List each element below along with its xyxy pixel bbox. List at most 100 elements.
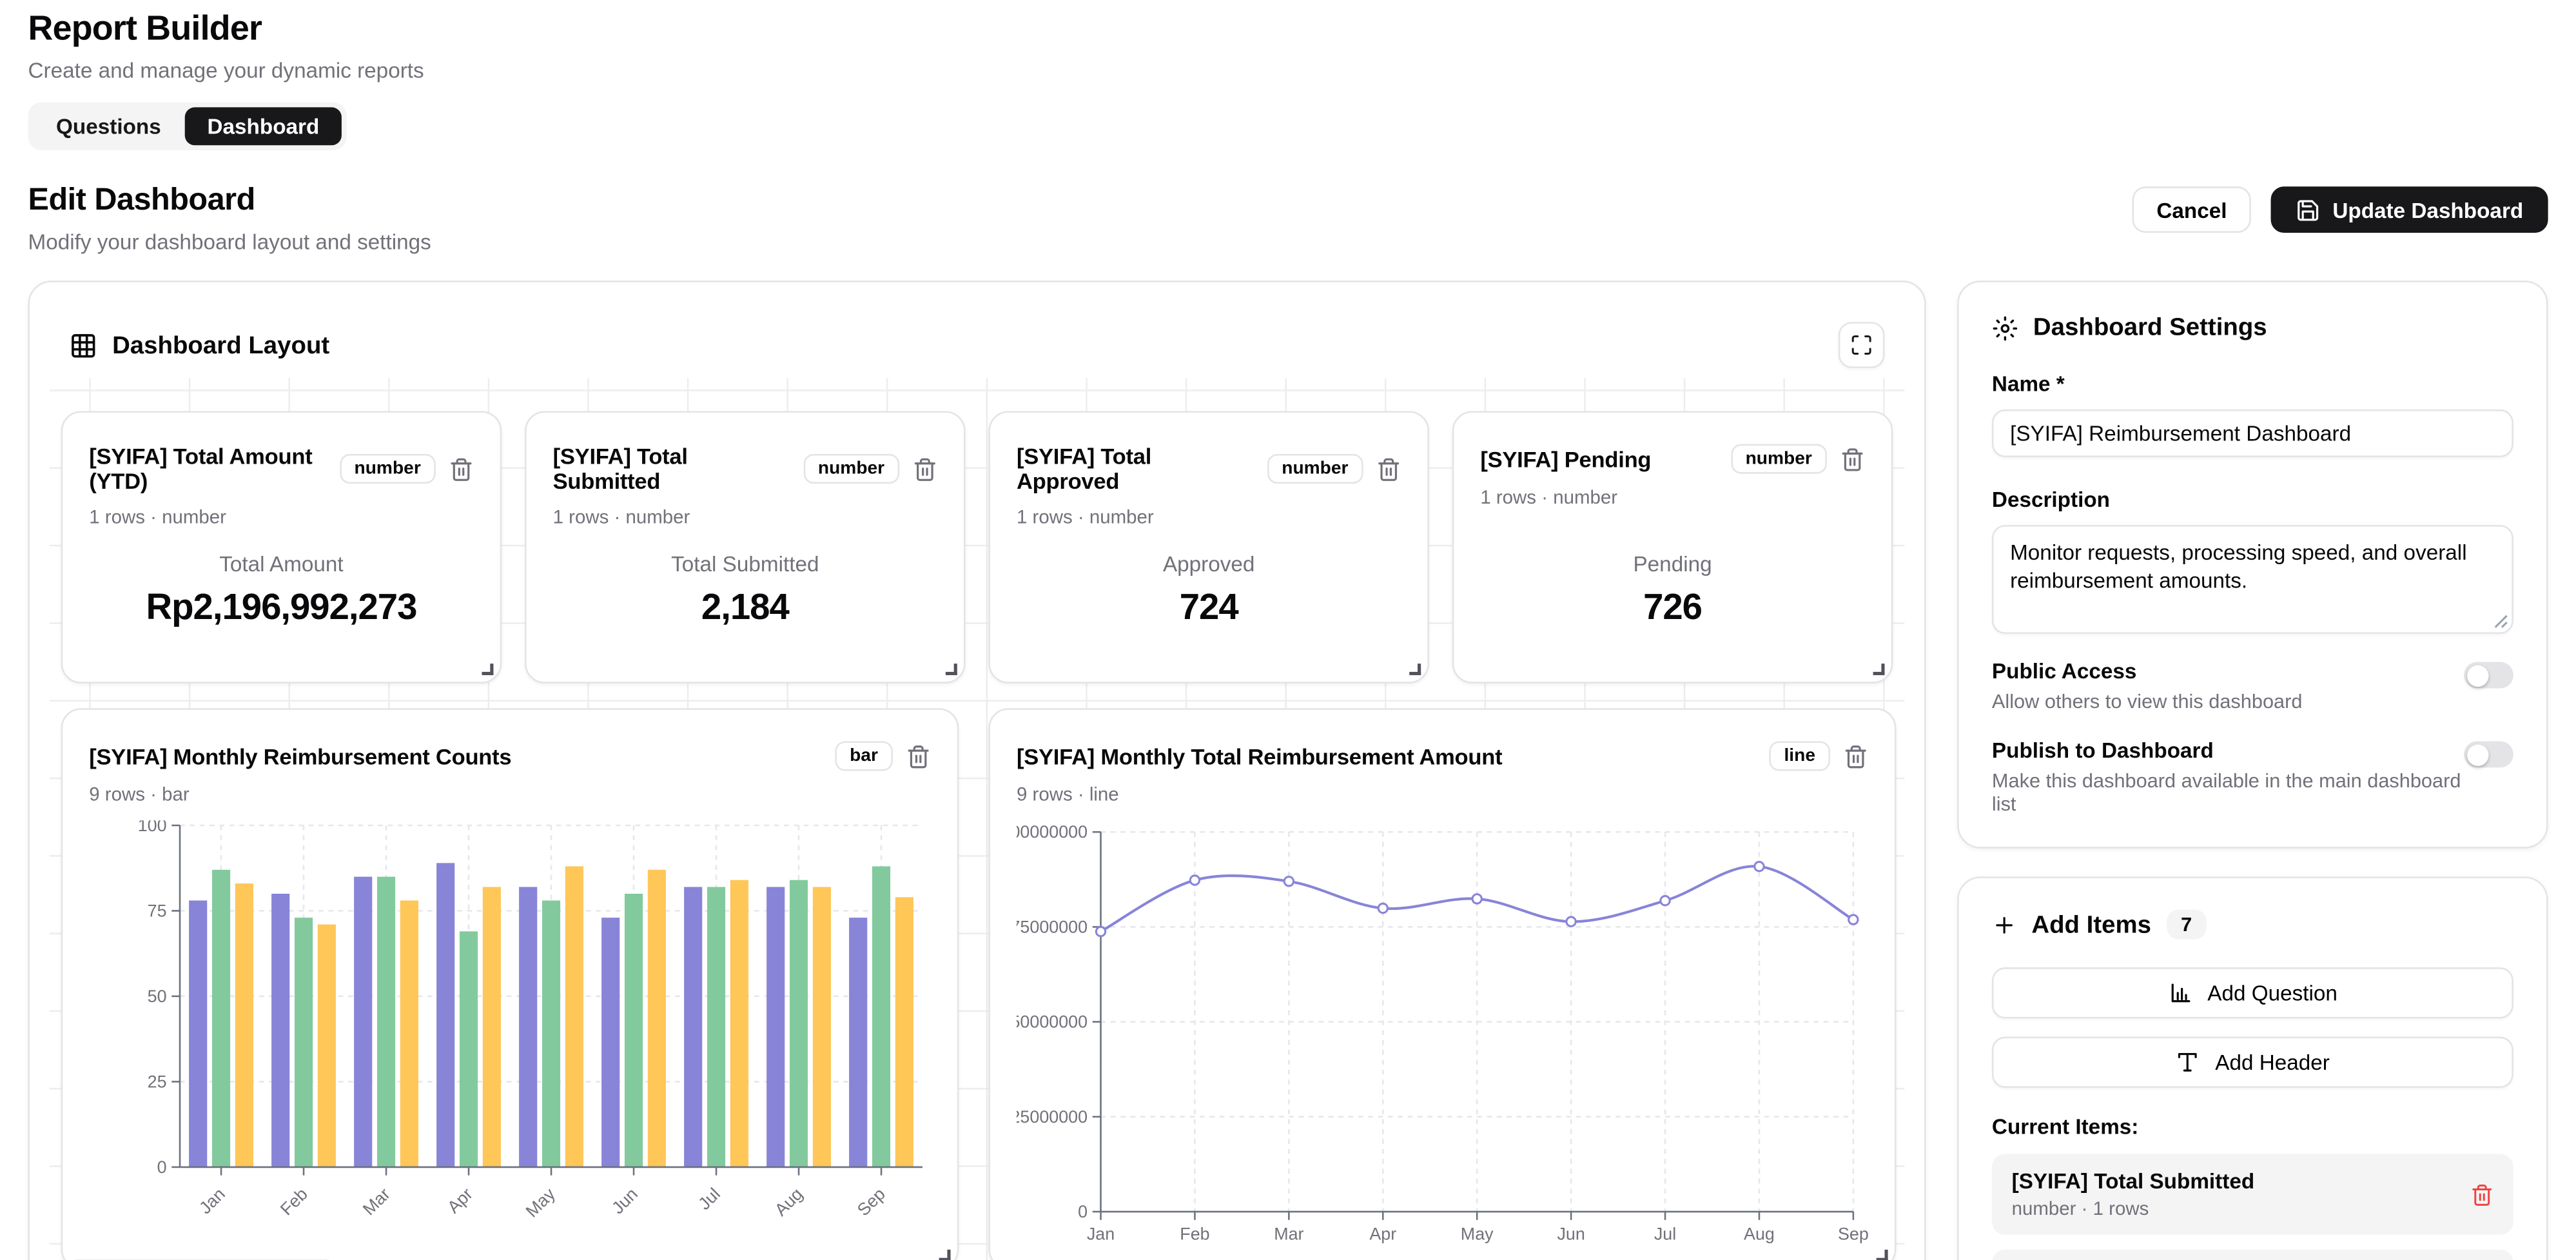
public-access-label: Public Access xyxy=(1991,658,2137,684)
stat-value: 724 xyxy=(1179,586,1239,627)
card-meta: 1 rows · number xyxy=(1016,508,1154,529)
stat-card-total-submitted[interactable]: [SYIFA] Total Submitted number 1 rows · … xyxy=(525,411,966,684)
svg-text:100000000: 100000000 xyxy=(1017,822,1088,842)
charts-row: [SYIFA] Monthly Reimbursement Counts bar… xyxy=(61,708,1897,1260)
add-question-button[interactable]: Add Question xyxy=(1991,967,2513,1019)
current-items-label: Current Items: xyxy=(1991,1114,2139,1139)
stat-card-pending[interactable]: [SYIFA] Pending number 1 rows · number P… xyxy=(1452,411,1893,684)
svg-text:Jul: Jul xyxy=(1654,1225,1676,1244)
edit-actions: Cancel Update Dashboard xyxy=(2131,186,2548,233)
svg-text:Mar: Mar xyxy=(1274,1225,1303,1244)
svg-text:0: 0 xyxy=(1078,1202,1088,1221)
grid-icon xyxy=(70,331,98,359)
tab-dashboard[interactable]: Dashboard xyxy=(184,107,343,146)
publish-toggle[interactable] xyxy=(2464,741,2513,768)
save-icon xyxy=(2296,197,2321,222)
name-input[interactable] xyxy=(1991,409,2513,458)
edit-header-row: Edit Dashboard Modify your dashboard lay… xyxy=(28,183,2548,254)
card-meta: 1 rows · number xyxy=(89,508,226,529)
card-title: [SYIFA] Total Approved xyxy=(1016,444,1152,494)
svg-text:Feb: Feb xyxy=(277,1184,311,1219)
resize-handle[interactable] xyxy=(1876,1249,1888,1260)
delete-card-icon[interactable] xyxy=(1376,457,1401,481)
description-textarea[interactable]: Monitor requests, processing speed, and … xyxy=(1991,525,2513,635)
items-count-badge: 7 xyxy=(2166,909,2207,940)
svg-text:75: 75 xyxy=(148,901,167,920)
current-item[interactable]: [SYIFA] Total Submitted number · 1 rows xyxy=(1991,1154,2513,1235)
public-access-toggle[interactable] xyxy=(2464,662,2513,689)
stat-card-total-amount[interactable]: [SYIFA] Total Amount (YTD) number 1 rows… xyxy=(61,411,502,684)
tab-questions[interactable]: Questions xyxy=(56,113,161,139)
item-title: [SYIFA] Total Submitted xyxy=(2011,1168,2255,1194)
resize-handle[interactable] xyxy=(1873,664,1885,676)
resize-handle[interactable] xyxy=(939,1249,951,1260)
type-badge: number xyxy=(1267,454,1363,484)
add-question-label: Add Question xyxy=(2207,980,2337,1006)
tab-bar: Questions Dashboard xyxy=(28,102,347,150)
delete-card-icon[interactable] xyxy=(906,743,930,768)
type-badge: number xyxy=(1730,444,1827,474)
monthly-amount-line-chart: 0 25000000 50000000 75000000 100000000 Jan Feb… xyxy=(1017,822,1869,1244)
svg-text:Apr: Apr xyxy=(1369,1225,1396,1244)
add-header-label: Add Header xyxy=(2215,1050,2330,1075)
chart-title: [SYIFA] Monthly Total Reimbursement Amou… xyxy=(1016,743,1503,769)
line-chart-card[interactable]: [SYIFA] Monthly Total Reimbursement Amou… xyxy=(988,708,1897,1260)
layout-panel-title: Dashboard Layout xyxy=(112,331,330,359)
delete-card-icon[interactable] xyxy=(1840,446,1864,471)
svg-text:Jul: Jul xyxy=(694,1184,724,1214)
publish-hint: Make this dashboard available in the mai… xyxy=(1991,769,2461,816)
svg-text:Aug: Aug xyxy=(1744,1225,1775,1244)
add-items-panel: Add Items 7 Add Question Add Header Curr… xyxy=(1957,876,2548,1260)
stat-card-total-approved[interactable]: [SYIFA] Total Approved number 1 rows · n… xyxy=(988,411,1429,684)
public-access-row: Public Access Allow others to view this … xyxy=(1992,658,2513,713)
settings-panel-title: Dashboard Settings xyxy=(2033,313,2267,342)
update-dashboard-button[interactable]: Update Dashboard xyxy=(2271,186,2548,233)
dashboard-settings-panel: Dashboard Settings Name * Description Mo… xyxy=(1957,281,2548,849)
add-header-button[interactable]: Add Header xyxy=(1991,1036,2513,1088)
stat-cards-row: [SYIFA] Total Amount (YTD) number 1 rows… xyxy=(61,411,1893,684)
card-title: [SYIFA] Pending xyxy=(1480,446,1652,471)
svg-text:Mar: Mar xyxy=(359,1184,394,1219)
svg-text:Jun: Jun xyxy=(1557,1225,1585,1244)
resize-handle[interactable] xyxy=(482,664,494,676)
svg-text:Jan: Jan xyxy=(1087,1225,1115,1244)
sidebar: Dashboard Settings Name * Description Mo… xyxy=(1957,281,2548,1260)
type-badge: bar xyxy=(835,741,893,771)
delete-card-icon[interactable] xyxy=(913,457,937,481)
page-subtitle: Create and manage your dynamic reports xyxy=(28,57,424,83)
bar-chart-icon xyxy=(2168,981,2192,1005)
chart-meta: 9 rows · line xyxy=(1016,785,1119,806)
chart-title: [SYIFA] Monthly Reimbursement Counts xyxy=(89,743,512,769)
description-label: Description xyxy=(1991,487,2110,512)
maximize-icon xyxy=(1850,333,1873,357)
bar-chart-card[interactable]: [SYIFA] Monthly Reimbursement Counts bar… xyxy=(61,708,959,1260)
add-items-title: Add Items xyxy=(2031,910,2151,939)
svg-text:50000000: 50000000 xyxy=(1017,1012,1088,1032)
resize-handle[interactable] xyxy=(945,664,957,676)
svg-text:Sep: Sep xyxy=(854,1184,889,1219)
type-icon xyxy=(2176,1050,2200,1074)
content-row: Dashboard Layout [SYIFA] Total Amount (Y… xyxy=(28,281,2548,1260)
svg-text:May: May xyxy=(1461,1225,1494,1244)
stat-value: 2,184 xyxy=(701,586,790,627)
svg-text:0: 0 xyxy=(157,1157,167,1177)
layout-panel-header: Dashboard Layout xyxy=(61,313,1893,368)
edit-subtitle: Modify your dashboard layout and setting… xyxy=(28,229,431,255)
item-meta: number · 1 rows xyxy=(2011,1200,2149,1220)
remove-item-icon[interactable] xyxy=(2470,1183,2493,1206)
delete-card-icon[interactable] xyxy=(1844,743,1868,768)
stat-label: Approved xyxy=(1162,551,1255,576)
plus-icon xyxy=(1992,912,2016,936)
cancel-button[interactable]: Cancel xyxy=(2131,186,2252,233)
card-title: [SYIFA] Total Amount (YTD) xyxy=(89,444,313,494)
resize-handle[interactable] xyxy=(1409,664,1421,676)
public-access-hint: Allow others to view this dashboard xyxy=(1991,690,2303,713)
delete-card-icon[interactable] xyxy=(449,457,473,481)
expand-layout-button[interactable] xyxy=(1838,322,1885,368)
card-meta: 1 rows · number xyxy=(552,508,690,529)
svg-text:25: 25 xyxy=(148,1072,167,1091)
stat-value: Rp2,196,992,273 xyxy=(146,586,418,627)
textarea-resize-icon[interactable] xyxy=(2493,614,2508,629)
svg-text:100: 100 xyxy=(138,820,167,835)
current-item[interactable]: [SYIFA] Total Amount (YTD) number · 1 ro… xyxy=(1991,1249,2513,1260)
